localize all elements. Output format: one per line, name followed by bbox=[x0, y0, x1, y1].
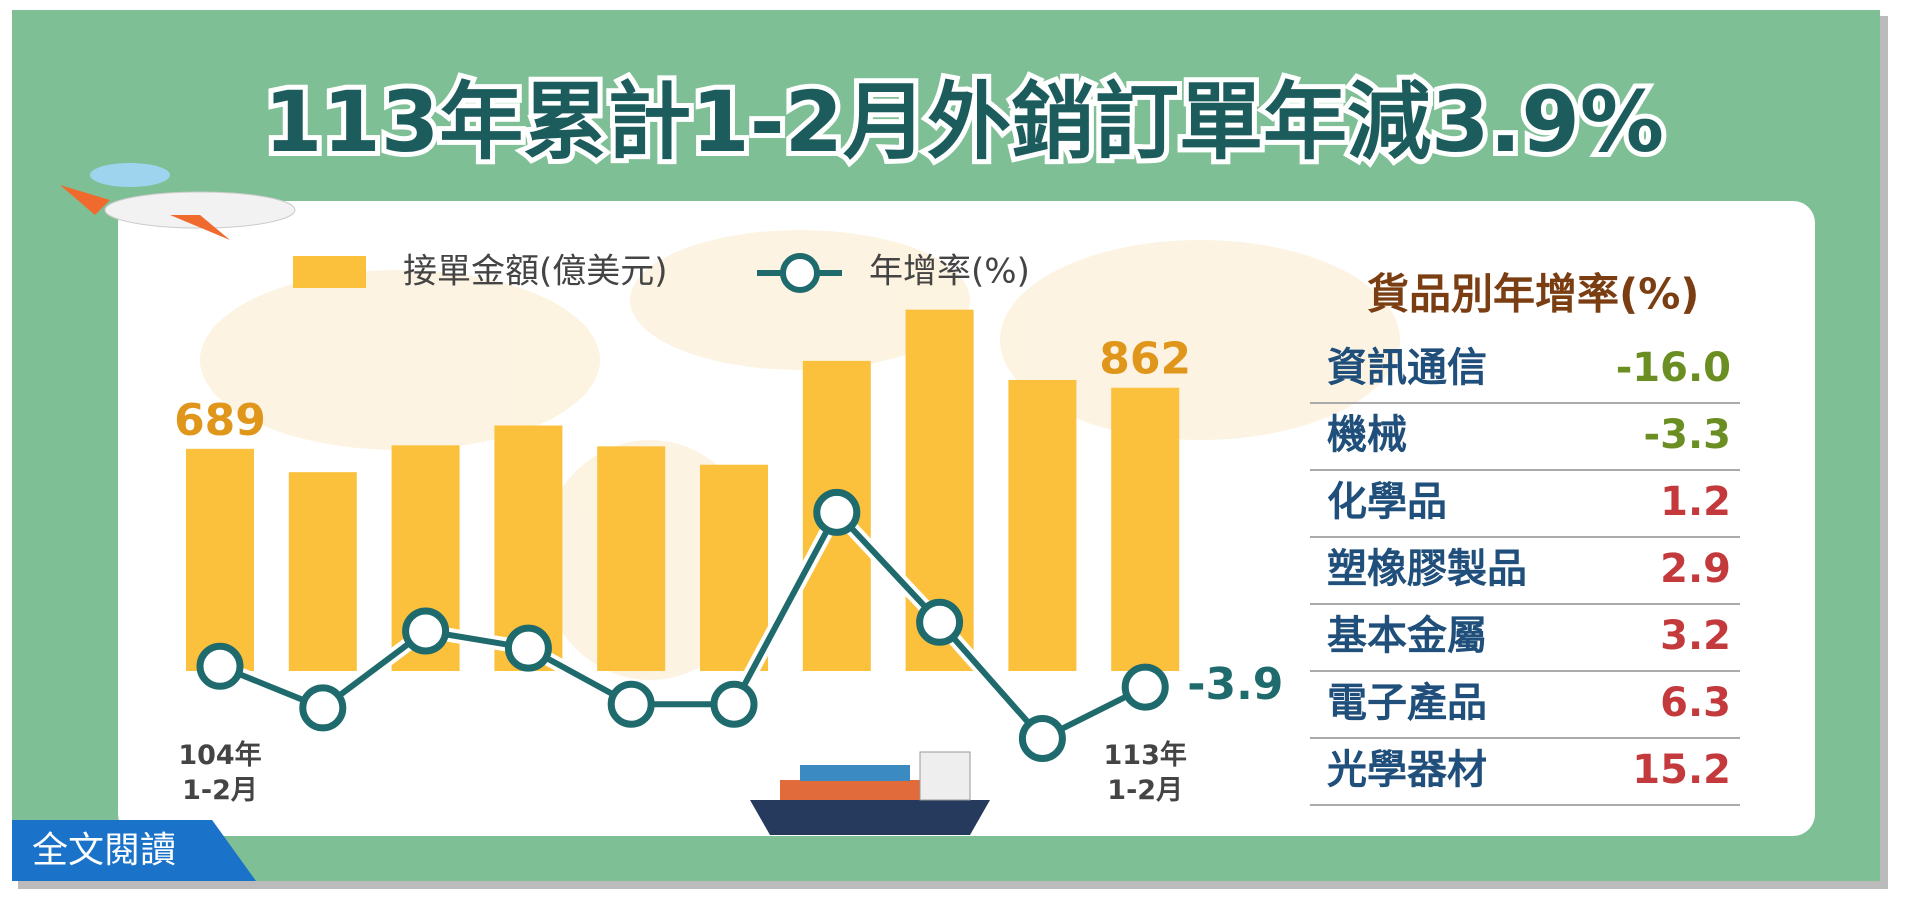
growth-line bbox=[218, 507, 1147, 743]
row-value: 3.2 bbox=[1660, 613, 1731, 659]
legend-label: 年增率(%) bbox=[869, 252, 1030, 292]
row-value: 1.2 bbox=[1660, 479, 1731, 525]
row-label: 基本金屬 bbox=[1327, 613, 1487, 659]
bar bbox=[700, 464, 768, 671]
growth-marker bbox=[1121, 663, 1169, 711]
row-label: 機械 bbox=[1327, 412, 1407, 458]
ship bbox=[750, 751, 990, 835]
x-tick-label: 104年 1-2月 bbox=[178, 740, 262, 807]
legend-label: 接單金額(億美元) bbox=[403, 252, 668, 292]
growth-marker bbox=[504, 624, 552, 672]
row-label: 光學器材 bbox=[1327, 747, 1487, 793]
bar bbox=[288, 472, 357, 671]
growth-marker bbox=[710, 680, 758, 728]
growth-marker bbox=[916, 598, 964, 646]
airplane bbox=[60, 163, 296, 240]
legend-marker bbox=[780, 253, 820, 293]
bar bbox=[597, 446, 666, 671]
bar bbox=[1111, 387, 1180, 671]
row-value: 2.9 bbox=[1660, 546, 1731, 592]
row-value: 15.2 bbox=[1632, 747, 1731, 793]
row-label: 化學品 bbox=[1327, 479, 1447, 525]
row-value: 6.3 bbox=[1660, 680, 1731, 726]
row-value: -16.0 bbox=[1616, 345, 1731, 391]
bar bbox=[186, 448, 254, 671]
x-tick-label: 113年 1-2月 bbox=[1103, 740, 1187, 807]
table-title: 貨品別年增率(%) bbox=[1367, 270, 1699, 319]
read-more-button[interactable]: 全文閱讀 bbox=[12, 820, 256, 881]
bar-value-label: 689 bbox=[174, 395, 266, 446]
bar bbox=[1008, 379, 1077, 671]
row-label: 資訊通信 bbox=[1327, 345, 1487, 391]
row-label: 塑橡膠製品 bbox=[1327, 546, 1527, 592]
growth-marker bbox=[402, 607, 450, 655]
growth-marker bbox=[196, 642, 244, 690]
legend-swatch bbox=[293, 256, 366, 288]
line-value-label: -3.9 bbox=[1187, 659, 1283, 710]
growth-marker bbox=[299, 684, 347, 732]
title: 113年累計1-2月外銷訂單年減3.9% bbox=[264, 73, 1664, 171]
growth-marker bbox=[1018, 715, 1066, 763]
row-value: -3.3 bbox=[1644, 412, 1731, 458]
growth-marker bbox=[607, 680, 655, 728]
row-label: 電子產品 bbox=[1327, 680, 1487, 726]
bar-value-label: 862 bbox=[1099, 334, 1191, 385]
growth-marker bbox=[813, 488, 861, 536]
